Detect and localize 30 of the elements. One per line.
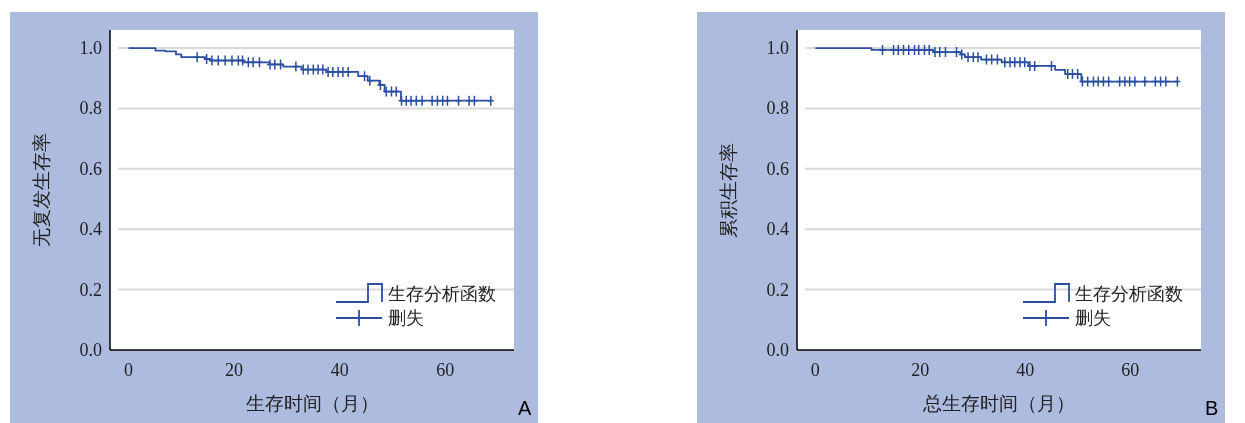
y-tick-label: 0.6 xyxy=(766,158,789,179)
x-tick-label: 40 xyxy=(1016,360,1035,380)
y-tick-label: 0.4 xyxy=(79,219,102,240)
x-tick-label: 20 xyxy=(225,360,244,380)
x-tick-label: 60 xyxy=(436,360,455,380)
y-tick-label: 0.8 xyxy=(766,98,789,119)
text: B xyxy=(1205,397,1219,419)
legend-label: 生存分析函数 xyxy=(388,284,496,304)
y-tick-label: 0.0 xyxy=(766,340,789,360)
x-tick-label: 60 xyxy=(1121,360,1140,380)
x-tick-label: 0 xyxy=(123,360,133,380)
legend-label: 删失 xyxy=(388,308,424,328)
y-tick-label: 0.8 xyxy=(79,98,102,119)
legend-label: 生存分析函数 xyxy=(1075,284,1183,304)
legend-label: 删失 xyxy=(1075,308,1111,328)
y-axis-title: 累积生存率 xyxy=(718,142,739,238)
x-tick-label: 40 xyxy=(330,360,349,380)
y-tick-label: 1.0 xyxy=(79,38,102,59)
y-tick-label: 0.2 xyxy=(766,279,789,300)
y-tick-label: 0.2 xyxy=(79,279,102,300)
y-tick-label: 0.4 xyxy=(766,219,789,240)
y-tick-label: 1.0 xyxy=(766,38,789,59)
x-axis-title: 生存时间（月） xyxy=(245,393,379,414)
x-tick-label: 0 xyxy=(810,360,820,380)
y-tick-label: 0.0 xyxy=(79,340,102,360)
x-axis-title: 总生存时间（月） xyxy=(922,393,1075,414)
y-axis-title: 无复发生存率 xyxy=(31,133,52,247)
x-tick-label: 20 xyxy=(911,360,930,380)
y-tick-label: 0.6 xyxy=(79,158,102,179)
text: A xyxy=(518,397,532,419)
